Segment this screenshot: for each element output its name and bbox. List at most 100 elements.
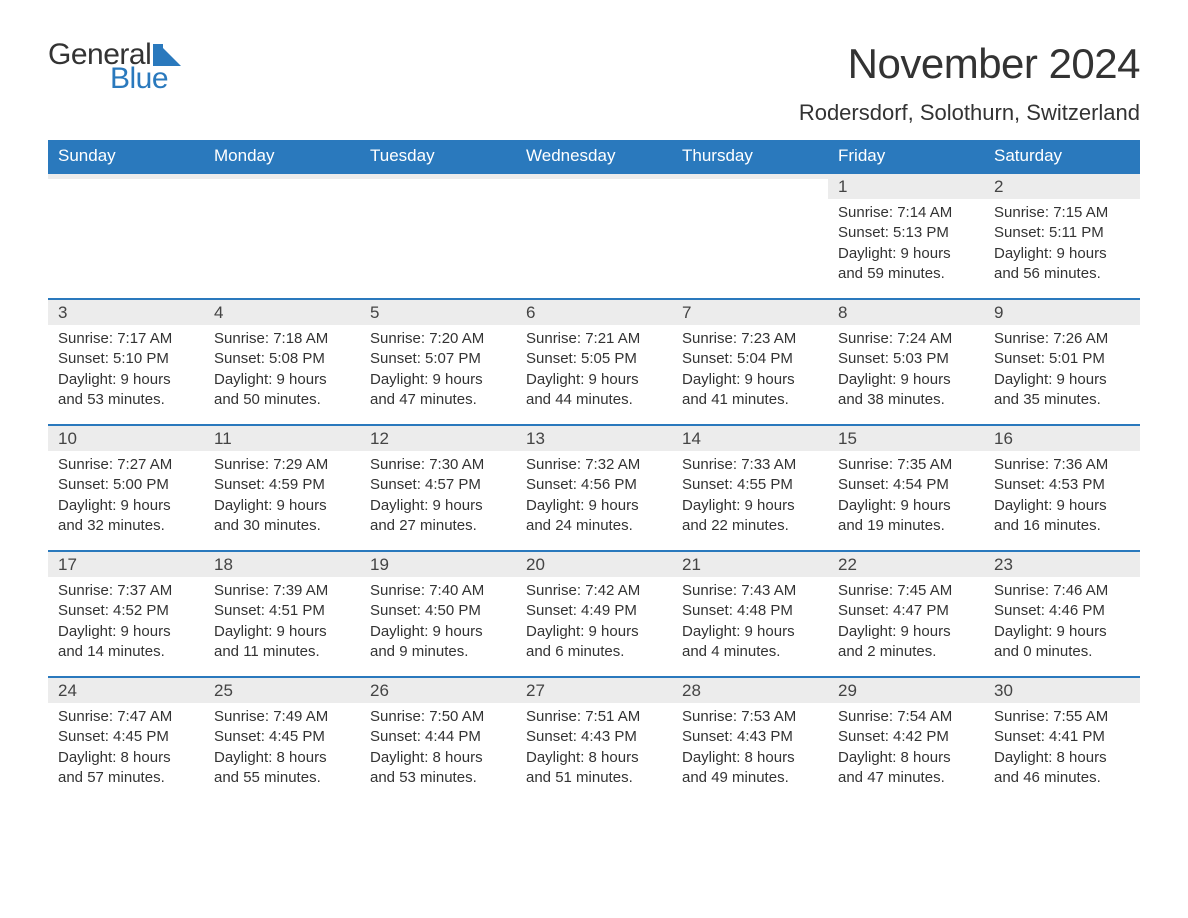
sunrise-label: Sunrise: [994, 708, 1049, 725]
daylight-line: Daylight: 8 hours and 47 minutes. [838, 748, 974, 789]
sunset-label: Sunset: [58, 728, 109, 745]
sunset-label: Sunset: [838, 224, 889, 241]
logo: General Blue [48, 40, 181, 94]
daylight-label: Daylight: [58, 371, 116, 388]
calendar-cell: 4Sunrise: 7:18 AMSunset: 5:08 PMDaylight… [204, 300, 360, 424]
daylight-label: Daylight: [682, 497, 740, 514]
day-header-cell: Sunday [48, 140, 204, 172]
daylight-line: Daylight: 9 hours and 27 minutes. [370, 496, 506, 537]
sunset-value: 4:42 PM [893, 728, 949, 745]
daynum-row: 29 [828, 678, 984, 703]
cell-body: Sunrise: 7:47 AMSunset: 4:45 PMDaylight:… [48, 703, 204, 796]
sunrise-value: 7:39 AM [273, 582, 328, 599]
sunrise-value: 7:40 AM [429, 582, 484, 599]
sunrise-value: 7:15 AM [1053, 204, 1108, 221]
day-header-cell: Monday [204, 140, 360, 172]
sunrise-line: Sunrise: 7:37 AM [58, 581, 194, 601]
day-number: 20 [526, 555, 545, 574]
day-number: 7 [682, 303, 691, 322]
cell-body: Sunrise: Sunset: Daylight: [672, 179, 828, 191]
cell-body: Sunrise: 7:32 AMSunset: 4:56 PMDaylight:… [516, 451, 672, 544]
sunset-label: Sunset: [370, 602, 421, 619]
sunset-value: 4:45 PM [113, 728, 169, 745]
calendar-cell: 22Sunrise: 7:45 AMSunset: 4:47 PMDayligh… [828, 552, 984, 676]
sunset-value: 4:48 PM [737, 602, 793, 619]
daynum-row: 1 [828, 174, 984, 199]
sunset-label: Sunset: [214, 728, 265, 745]
cell-body: Sunrise: Sunset: Daylight: [204, 179, 360, 191]
sunrise-line: Sunrise: 7:36 AM [994, 455, 1130, 475]
sunrise-line: Sunrise: 7:20 AM [370, 329, 506, 349]
calendar-cell: Sunrise: Sunset: Daylight: [204, 174, 360, 298]
day-number: 8 [838, 303, 847, 322]
cell-body: Sunrise: 7:30 AMSunset: 4:57 PMDaylight:… [360, 451, 516, 544]
day-number: 12 [370, 429, 389, 448]
daylight-line: Daylight: 9 hours and 56 minutes. [994, 244, 1130, 285]
daylight-line: Daylight: 9 hours and 2 minutes. [838, 622, 974, 663]
day-header-cell: Thursday [672, 140, 828, 172]
daylight-label: Daylight: [682, 371, 740, 388]
daylight-line: Daylight: 9 hours and 4 minutes. [682, 622, 818, 663]
sunrise-label: Sunrise: [58, 582, 113, 599]
sunset-label: Sunset: [214, 476, 265, 493]
daynum-row: 15 [828, 426, 984, 451]
sunset-label: Sunset: [682, 350, 733, 367]
sunrise-value: 7:47 AM [117, 708, 172, 725]
header: General Blue November 2024 Rodersdorf, S… [48, 40, 1140, 126]
daylight-label: Daylight: [370, 623, 428, 640]
sunrise-line: Sunrise: 7:35 AM [838, 455, 974, 475]
daylight-label: Daylight: [994, 749, 1052, 766]
daylight-label: Daylight: [994, 245, 1052, 262]
daynum-row: 24 [48, 678, 204, 703]
day-number: 23 [994, 555, 1013, 574]
cell-body: Sunrise: 7:39 AMSunset: 4:51 PMDaylight:… [204, 577, 360, 670]
sunrise-line: Sunrise: 7:17 AM [58, 329, 194, 349]
daylight-line: Daylight: 9 hours and 19 minutes. [838, 496, 974, 537]
sunrise-line: Sunrise: 7:51 AM [526, 707, 662, 727]
cell-body: Sunrise: 7:49 AMSunset: 4:45 PMDaylight:… [204, 703, 360, 796]
daylight-line: Daylight: 9 hours and 38 minutes. [838, 370, 974, 411]
day-number: 14 [682, 429, 701, 448]
sunset-line: Sunset: 5:08 PM [214, 349, 350, 369]
sunrise-label: Sunrise: [214, 582, 269, 599]
sunset-value: 4:51 PM [269, 602, 325, 619]
daylight-line: Daylight: 9 hours and 47 minutes. [370, 370, 506, 411]
daynum-row: 8 [828, 300, 984, 325]
sunset-label: Sunset: [526, 728, 577, 745]
sunset-label: Sunset: [682, 602, 733, 619]
cell-body: Sunrise: 7:29 AMSunset: 4:59 PMDaylight:… [204, 451, 360, 544]
week-row: 24 Sunrise: 7:47 AM Sunset: 4:45 PM Dayligh… [48, 676, 1140, 802]
cell-body: Sunrise: 7:50 AMSunset: 4:44 PMDaylight:… [360, 703, 516, 796]
sunset-value: 4:44 PM [425, 728, 481, 745]
cell-body: Sunrise: 7:24 AMSunset: 5:03 PMDaylight:… [828, 325, 984, 418]
calendar-cell: 24Sunrise: 7:47 AMSunset: 4:45 PMDayligh… [48, 678, 204, 802]
day-header-label: Saturday [994, 146, 1062, 165]
daylight-line: Daylight: 9 hours and 53 minutes. [58, 370, 194, 411]
sunrise-label: Sunrise: [682, 582, 737, 599]
cell-body: Sunrise: 7:20 AMSunset: 5:07 PMDaylight:… [360, 325, 516, 418]
sunset-label: Sunset: [58, 476, 109, 493]
cell-body: Sunrise: 7:40 AMSunset: 4:50 PMDaylight:… [360, 577, 516, 670]
sunset-line: Sunset: 4:45 PM [214, 727, 350, 747]
daynum-row: 6 [516, 300, 672, 325]
day-number: 27 [526, 681, 545, 700]
calendar-cell: 5Sunrise: 7:20 AMSunset: 5:07 PMDaylight… [360, 300, 516, 424]
sunrise-value: 7:43 AM [741, 582, 796, 599]
week-row: Sunrise: Sunset: Daylight: Sunrise: Suns… [48, 172, 1140, 298]
sunset-line: Sunset: 5:05 PM [526, 349, 662, 369]
sunset-line: Sunset: 4:52 PM [58, 601, 194, 621]
daylight-line: Daylight: 9 hours and 0 minutes. [994, 622, 1130, 663]
cell-body: Sunrise: 7:55 AMSunset: 4:41 PMDaylight:… [984, 703, 1140, 796]
sunrise-line: Sunrise: 7:45 AM [838, 581, 974, 601]
daylight-label: Daylight: [214, 497, 272, 514]
sunrise-line: Sunrise: 7:23 AM [682, 329, 818, 349]
sunrise-label: Sunrise: [526, 456, 581, 473]
sunrise-value: 7:24 AM [897, 330, 952, 347]
daylight-label: Daylight: [58, 749, 116, 766]
sunset-line: Sunset: 4:43 PM [526, 727, 662, 747]
daynum-row: 28 [672, 678, 828, 703]
sunrise-label: Sunrise: [994, 582, 1049, 599]
sunset-value: 4:43 PM [581, 728, 637, 745]
daylight-label: Daylight: [526, 623, 584, 640]
sunset-value: 4:43 PM [737, 728, 793, 745]
